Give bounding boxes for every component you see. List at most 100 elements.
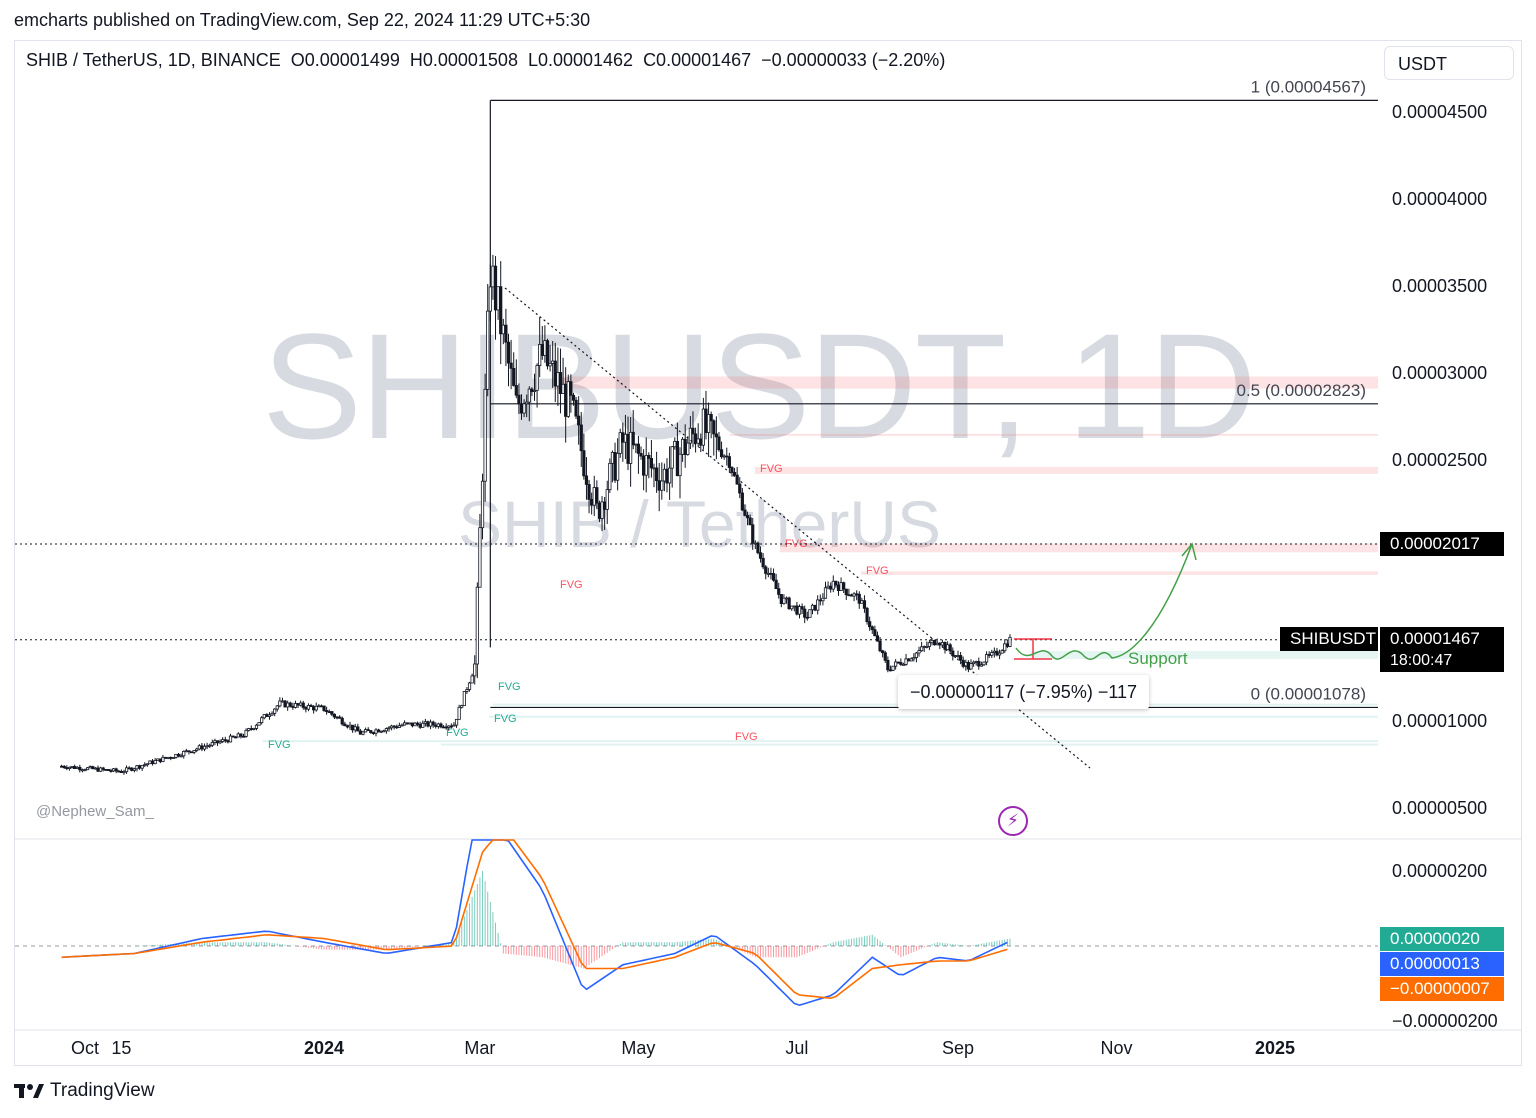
support-zone [1030,651,1378,659]
candle-body [626,433,630,464]
candle-body [680,438,685,455]
candle-body [512,367,516,386]
candle-body [982,661,986,666]
symbol-watermark: SHIBUSDT, 1D [262,302,1257,470]
candle-body [353,726,357,731]
candle-body [454,718,459,726]
candle-body [958,655,963,661]
candle-body [545,340,550,367]
y-axis-tick-label: 0.00003500 [1392,276,1487,296]
candle-body [532,389,537,392]
candle-body [327,711,331,713]
candle-body [405,722,409,725]
candle-body [948,644,952,652]
candle-body [348,724,352,728]
candle-body [434,724,438,727]
candle-body [267,714,272,717]
candle-body [436,723,440,727]
candle-body [527,388,531,403]
candle-body [189,751,194,754]
candle-body [200,745,204,750]
candle-body [483,388,487,482]
candle-body [163,756,168,759]
candle-body [597,502,602,519]
candle-body [431,721,435,726]
fvg-label: FVG [866,565,889,577]
candle-body [304,707,308,710]
x-axis-tick-label: Mar [464,1038,495,1058]
candle-body [644,454,648,476]
candle-body [808,609,812,618]
candle-body [595,487,599,504]
candle-body [771,573,776,581]
fvg-label: FVG [268,739,291,751]
candle-body [551,360,555,364]
candle-body [758,552,763,559]
candle-body [111,768,116,772]
candle-body [441,726,446,729]
signal-line [61,839,1008,1000]
candle-body [218,741,222,744]
candle-body [197,745,201,750]
candle-body [738,483,742,494]
candle-body [283,700,287,708]
candle-body [940,642,945,646]
macd-histogram-label: 0.00000020 [1380,927,1504,951]
fvg-zone-bearish [780,543,1378,553]
candle-body [278,700,282,707]
candle-body [660,480,664,491]
candle-body [883,652,887,661]
currency-unit-button[interactable]: USDT [1384,46,1514,80]
name-watermark: SHIB / TetherUS [458,487,941,561]
candle-body [558,372,563,394]
candle-body [556,372,560,387]
candle-body [122,771,126,774]
candle-body [65,767,69,770]
candle-body [784,597,789,600]
y-axis-tick-label: 0.00001000 [1392,711,1487,731]
fvg-label: FVG [446,727,469,739]
candle-body [756,542,760,554]
candle-body [104,769,108,771]
candle-body [215,740,220,744]
candle-body [992,650,996,653]
candle-body [439,723,443,728]
candle-body [499,286,503,335]
candle-body [460,705,464,708]
candle-body [831,580,835,590]
candle-body [920,646,924,652]
tradingview-logo[interactable]: TradingView [14,1080,155,1102]
candle-body [171,757,175,759]
candle-body [506,341,511,364]
candle-body [384,728,388,732]
candle-body [675,441,679,477]
candle-body [418,724,422,728]
candle-body [995,650,999,656]
candle-body [600,501,604,519]
candle-body [618,432,622,454]
candle-body [836,584,841,591]
candle-body [426,721,430,727]
lightning-icon[interactable]: ⚡ [998,806,1028,836]
candle-body [693,433,698,444]
candle-body [901,663,906,666]
candle-body [821,597,825,602]
candle-body [797,606,802,615]
candle-body [574,399,578,417]
candle-body [428,721,433,727]
candle-body [712,420,716,435]
candle-body [688,427,692,444]
candle-body [379,730,383,733]
candle-body [205,745,209,748]
candle-body [699,438,703,446]
candle-body [491,265,495,288]
y-axis-tick-label: 0.00000500 [1392,798,1487,818]
candle-body [805,616,809,619]
candle-body [629,431,633,464]
candle-body [249,728,253,730]
candle-body [291,705,295,708]
candle-body [130,767,134,771]
candle-body [634,443,638,446]
candle-body [161,756,165,763]
